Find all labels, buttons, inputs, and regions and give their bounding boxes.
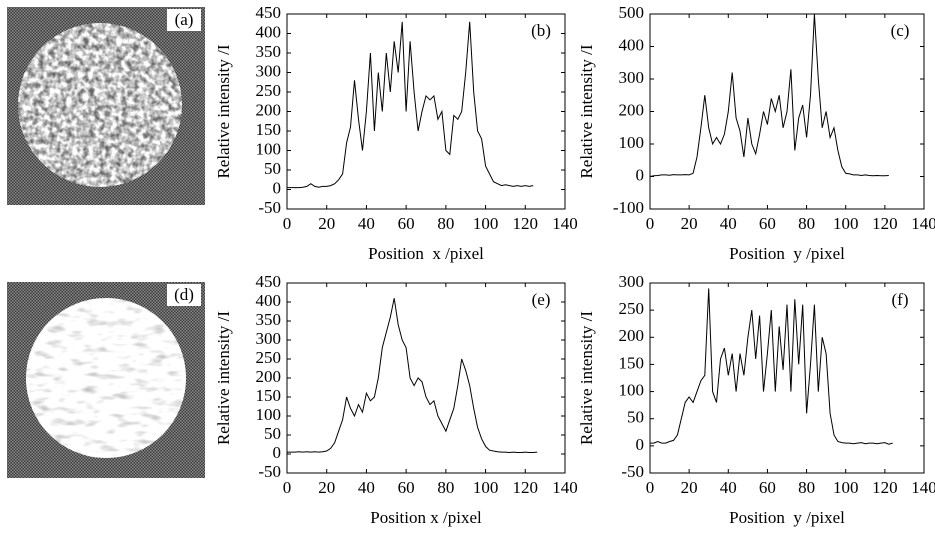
y-tick-label: 450 [256,3,282,22]
x-tick-label: 60 [398,478,415,497]
x-tick-label: 80 [437,214,454,233]
y-tick-label: 150 [619,353,645,372]
x-tick-label: 80 [798,478,815,497]
panel-label-box [167,9,201,31]
x-tick-label: 60 [759,478,776,497]
x-tick-label: 120 [872,478,898,497]
y-tick-label: 300 [619,68,645,87]
y-tick-label: 100 [256,139,282,158]
image-a [7,7,205,205]
x-axis-label: Position y /pixel [729,508,845,527]
y-axis-label: Relative intensity /I [577,311,596,445]
y-tick-label: 200 [256,367,282,386]
plot-frame [286,13,566,210]
x-tick-label: 140 [911,478,935,497]
x-tick-label: 0 [283,214,292,233]
x-axis-label: Position x /pixel [370,508,482,527]
intensity-line [287,298,538,454]
y-tick-label: 50 [264,424,281,443]
x-tick-label: 120 [513,214,539,233]
y-tick-label: 250 [256,81,282,100]
y-tick-label: 200 [619,100,645,119]
y-tick-label: 500 [619,3,645,22]
x-tick-label: 80 [437,478,454,497]
y-tick-label: 200 [619,326,645,345]
y-tick-label: 350 [256,42,282,61]
x-tick-label: 140 [552,478,578,497]
y-tick-label: 250 [619,299,645,318]
y-tick-label: 400 [256,291,282,310]
x-tick-label: 20 [681,478,698,497]
panel-label: (e) [532,290,551,309]
y-tick-label: 0 [636,165,645,184]
x-tick-label: 40 [358,478,375,497]
y-tick-label: 300 [256,329,282,348]
y-tick-label: 250 [256,348,282,367]
x-tick-label: 40 [720,478,737,497]
x-tick-label: 0 [646,478,655,497]
x-tick-label: 20 [681,214,698,233]
y-tick-label: 300 [256,61,282,80]
x-tick-label: 140 [911,214,935,233]
y-tick-label: 150 [256,386,282,405]
y-tick-label: 0 [273,443,282,462]
panel-label: (b) [531,21,551,40]
y-tick-label: 0 [636,435,645,454]
x-tick-label: 100 [473,478,499,497]
y-tick-label: 350 [256,310,282,329]
y-axis-label: Relative intensity /I [577,44,596,178]
y-tick-label: -50 [621,462,644,481]
panel-label: (d) [174,285,194,304]
plot-frame [649,282,925,474]
x-tick-label: 80 [798,214,815,233]
y-tick-label: 50 [627,408,644,427]
x-tick-label: 20 [318,214,335,233]
x-tick-label: 60 [759,214,776,233]
intensity-line [649,13,889,177]
intensity-line [650,288,893,445]
y-axis-label: Relative intensity /I [214,44,233,178]
panel-label-box [167,284,201,306]
panel-label: (a) [175,10,194,29]
x-tick-label: 60 [398,214,415,233]
x-tick-label: 100 [833,478,859,497]
x-tick-label: 120 [513,478,539,497]
intensity-line [287,21,534,189]
x-tick-label: 100 [473,214,499,233]
panel-label: (f) [892,290,909,309]
x-tick-label: 40 [358,214,375,233]
x-axis-label: Position x /pixel [368,244,484,263]
y-tick-label: 150 [256,120,282,139]
y-tick-label: 400 [256,22,282,41]
y-tick-label: -100 [613,198,644,217]
x-tick-label: 100 [833,214,859,233]
y-tick-label: -50 [258,462,281,481]
x-tick-label: 0 [646,214,655,233]
y-tick-label: 400 [619,35,645,54]
y-tick-label: 0 [273,178,282,197]
x-tick-label: 0 [283,478,292,497]
x-tick-label: 40 [720,214,737,233]
y-tick-label: 200 [256,100,282,119]
x-tick-label: 20 [318,478,335,497]
y-axis-label: Relative intensity /I [214,311,233,445]
y-tick-label: -50 [258,198,281,217]
x-tick-label: 120 [872,214,898,233]
y-tick-label: 450 [256,272,282,291]
x-tick-label: 140 [552,214,578,233]
plot-frame [286,282,566,474]
panel-label: (c) [891,21,910,40]
y-tick-label: 100 [619,133,645,152]
image-d [7,282,205,478]
y-tick-label: 100 [256,405,282,424]
y-tick-label: 50 [264,159,281,178]
y-tick-label: 300 [619,272,645,291]
y-tick-label: 100 [619,380,645,399]
x-axis-label: Position y /pixel [729,244,845,263]
